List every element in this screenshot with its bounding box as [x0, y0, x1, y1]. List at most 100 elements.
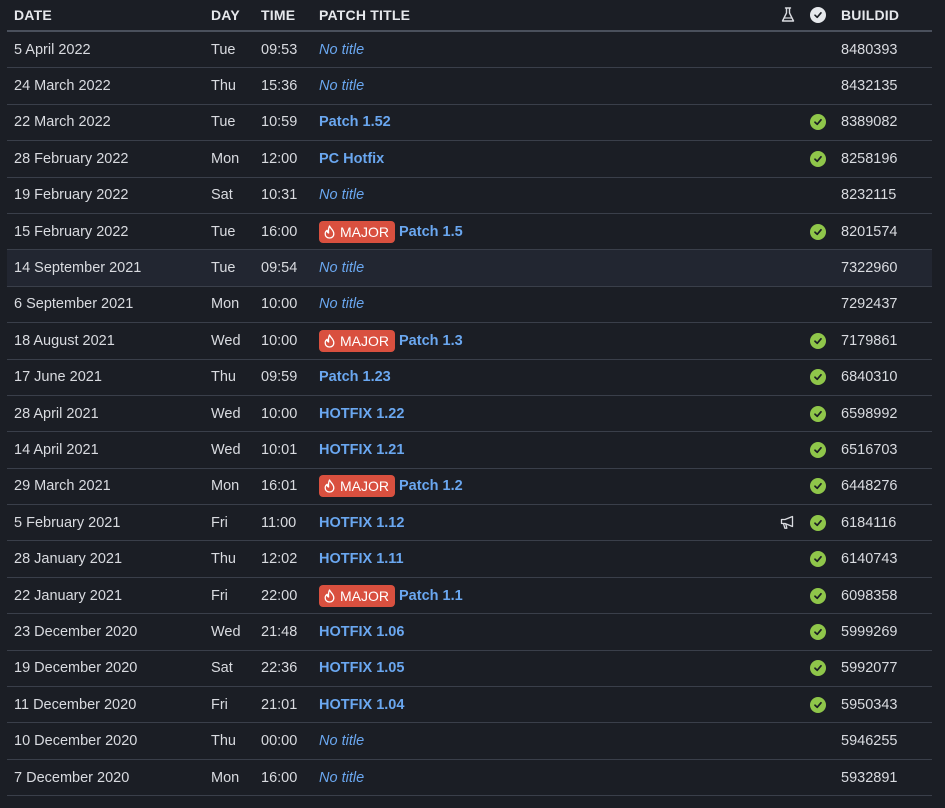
check-icon — [809, 141, 827, 176]
row-date: 28 January 2021 — [14, 551, 123, 568]
row-buildid[interactable]: 5950343 — [841, 696, 898, 713]
row-buildid[interactable]: 5992077 — [841, 660, 898, 677]
row-patch-title: MAJOR Patch 1.5 — [319, 214, 463, 249]
table-row[interactable]: 22 March 2022 Tue 10:59 Patch 1.52 8389082 — [7, 105, 932, 142]
patch-title-link[interactable]: No title — [319, 296, 365, 313]
patch-title-link[interactable]: No title — [319, 78, 365, 95]
table-row[interactable]: 5 February 2021 Fri 11:00 HOTFIX 1.12 618411… — [7, 505, 932, 542]
row-day: Fri — [211, 696, 228, 713]
table-row[interactable]: 28 February 2022 Mon 12:00 PC Hotfix 8258196 — [7, 141, 932, 178]
row-buildid[interactable]: 7292437 — [841, 296, 898, 313]
table-row[interactable]: 14 April 2021 Wed 10:01 HOTFIX 1.21 6516703 — [7, 432, 932, 469]
check-icon — [809, 214, 827, 249]
row-time: 10:31 — [261, 187, 298, 204]
row-buildid[interactable]: 8258196 — [841, 150, 898, 167]
row-time: 21:48 — [261, 623, 298, 640]
patch-title-link[interactable]: No title — [319, 187, 365, 204]
row-buildid[interactable]: 5999269 — [841, 623, 898, 640]
row-buildid[interactable]: 8232115 — [841, 187, 897, 204]
row-patch-title: No title — [319, 287, 364, 322]
table-row[interactable]: 19 December 2020 Sat 22:36 HOTFIX 1.05 59920… — [7, 651, 932, 688]
table-row[interactable]: 11 December 2020 Fri 21:01 HOTFIX 1.04 59503… — [7, 687, 932, 724]
flask-icon[interactable] — [779, 0, 797, 30]
row-buildid[interactable]: 6098358 — [841, 587, 898, 604]
patch-title-link[interactable]: Patch 1.1 — [399, 587, 463, 604]
table-row[interactable]: 15 February 2022 Tue 16:00 MAJOR Patch 1.5 82… — [7, 214, 932, 251]
row-day: Thu — [211, 78, 236, 95]
column-header-patch-title[interactable]: PATCH TITLE — [319, 7, 411, 23]
row-buildid[interactable]: 6516703 — [841, 441, 898, 458]
column-header-time[interactable]: TIME — [261, 7, 296, 23]
table-row[interactable]: 7 December 2020 Mon 16:00 No title 5932891 — [7, 760, 932, 797]
check-icon — [809, 651, 827, 686]
column-header-day[interactable]: DAY — [211, 7, 240, 23]
patch-title-link[interactable]: Patch 1.5 — [399, 223, 463, 240]
major-badge-label: MAJOR — [340, 223, 389, 240]
column-header-date[interactable]: DATE — [14, 7, 52, 23]
verified-header-icon[interactable] — [809, 0, 827, 30]
table-row[interactable]: 24 March 2022 Thu 15:36 No title 8432135 — [7, 68, 932, 105]
row-day: Fri — [211, 587, 228, 604]
patch-title-link[interactable]: No title — [319, 260, 365, 277]
row-day: Tue — [211, 41, 236, 58]
check-icon — [809, 687, 827, 722]
patch-title-link[interactable]: HOTFIX 1.06 — [319, 623, 405, 640]
row-day: Fri — [211, 514, 228, 531]
fire-icon — [323, 334, 340, 348]
patch-title-link[interactable]: No title — [319, 769, 365, 786]
patch-title-link[interactable]: HOTFIX 1.05 — [319, 660, 405, 677]
patch-title-link[interactable]: PC Hotfix — [319, 150, 385, 167]
row-buildid[interactable]: 8432135 — [841, 78, 898, 95]
check-icon — [809, 396, 827, 431]
row-buildid[interactable]: 6598992 — [841, 405, 898, 422]
row-patch-title: Patch 1.23 — [319, 360, 391, 395]
row-date: 5 February 2021 — [14, 514, 121, 531]
table-row[interactable]: 19 February 2022 Sat 10:31 No title 8232115 — [7, 178, 932, 214]
row-buildid[interactable]: 6184116 — [841, 514, 897, 531]
row-date: 19 December 2020 — [14, 660, 138, 677]
table-row[interactable]: 22 January 2021 Fri 22:00 MAJOR Patch 1.1 609… — [7, 578, 932, 615]
row-buildid[interactable]: 5932891 — [841, 769, 898, 786]
table-row[interactable]: 28 April 2021 Wed 10:00 HOTFIX 1.22 6598992 — [7, 396, 932, 433]
row-date: 11 December 2020 — [14, 696, 137, 713]
row-buildid[interactable]: 8480393 — [841, 41, 898, 58]
row-buildid[interactable]: 6140743 — [841, 551, 898, 568]
patch-title-link[interactable]: Patch 1.23 — [319, 369, 391, 386]
row-buildid[interactable]: 7179861 — [841, 332, 898, 349]
table-row[interactable]: 23 December 2020 Wed 21:48 HOTFIX 1.06 59992… — [7, 614, 932, 651]
patch-title-link[interactable]: No title — [319, 733, 365, 750]
table-row[interactable]: 10 December 2020 Thu 00:00 No title 5946255 — [7, 723, 932, 760]
patch-title-link[interactable]: Patch 1.3 — [399, 332, 463, 349]
major-badge: MAJOR — [319, 584, 395, 607]
row-buildid[interactable]: 6448276 — [841, 478, 898, 495]
table-row[interactable]: 28 January 2021 Thu 12:02 HOTFIX 1.11 614074… — [7, 541, 932, 578]
row-buildid[interactable]: 7322960 — [841, 260, 898, 277]
patch-title-link[interactable]: Patch 1.52 — [319, 114, 391, 131]
row-patch-title: No title — [319, 250, 364, 285]
patch-title-link[interactable]: HOTFIX 1.21 — [319, 441, 405, 458]
table-row[interactable]: 14 September 2021 Tue 09:54 No title 7322960 — [7, 250, 932, 287]
column-header-buildid[interactable]: BUILDID — [841, 7, 900, 23]
table-row[interactable]: 18 August 2021 Wed 10:00 MAJOR Patch 1.3 7179… — [7, 323, 932, 360]
patch-title-link[interactable]: HOTFIX 1.22 — [319, 405, 405, 422]
row-day: Sat — [211, 660, 233, 677]
patch-title-link[interactable]: HOTFIX 1.04 — [319, 696, 405, 713]
table-row[interactable]: 6 September 2021 Mon 10:00 No title 7292437 — [7, 287, 932, 324]
row-buildid[interactable]: 8389082 — [841, 114, 898, 131]
patch-title-link[interactable]: HOTFIX 1.12 — [319, 514, 405, 531]
check-icon — [809, 323, 827, 358]
row-buildid[interactable]: 5946255 — [841, 733, 898, 750]
table-row[interactable]: 17 June 2021 Thu 09:59 Patch 1.23 6840310 — [7, 360, 932, 396]
megaphone-icon — [779, 505, 797, 540]
patch-title-link[interactable]: Patch 1.2 — [399, 478, 463, 495]
table-row[interactable]: 29 March 2021 Mon 16:01 MAJOR Patch 1.2 64482… — [7, 469, 932, 506]
row-date: 28 April 2021 — [14, 405, 99, 422]
row-buildid[interactable]: 6840310 — [841, 369, 898, 386]
row-day: Mon — [211, 769, 240, 786]
patch-title-link[interactable]: HOTFIX 1.11 — [319, 551, 404, 568]
table-row[interactable]: 5 April 2022 Tue 09:53 No title 8480393 — [7, 32, 932, 69]
check-icon — [809, 432, 827, 467]
patch-title-link[interactable]: No title — [319, 41, 365, 58]
row-buildid[interactable]: 8201574 — [841, 223, 898, 240]
check-icon — [809, 541, 827, 576]
